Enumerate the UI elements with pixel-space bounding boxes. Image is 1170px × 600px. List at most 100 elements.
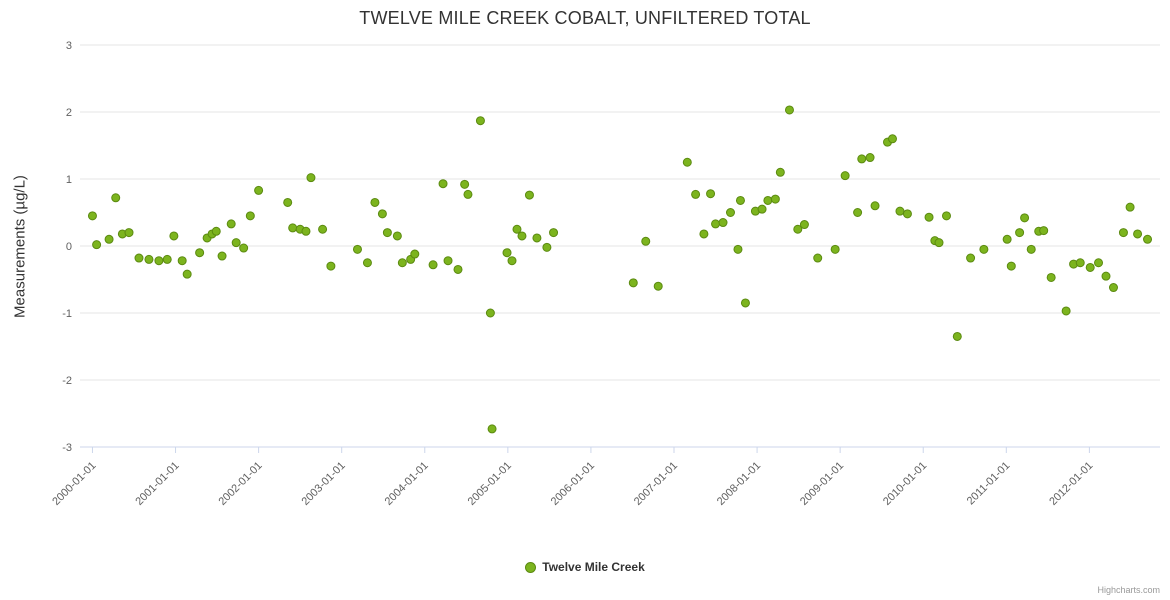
data-point[interactable] [475, 116, 485, 126]
data-point[interactable] [239, 243, 249, 253]
data-point[interactable] [195, 248, 205, 258]
data-point[interactable] [934, 238, 944, 248]
data-point[interactable] [641, 236, 651, 246]
data-point[interactable] [1006, 261, 1016, 271]
data-point[interactable] [87, 211, 97, 221]
data-point[interactable] [542, 242, 552, 252]
data-point[interactable] [428, 260, 438, 270]
data-point[interactable] [217, 251, 227, 261]
data-point[interactable] [895, 206, 905, 216]
data-point[interactable] [463, 189, 473, 199]
data-point[interactable] [1020, 213, 1030, 223]
data-point[interactable] [485, 308, 495, 318]
data-point[interactable] [245, 211, 255, 221]
data-point[interactable] [763, 195, 773, 205]
data-point[interactable] [1118, 228, 1128, 238]
data-point[interactable] [865, 153, 875, 163]
data-point[interactable] [487, 424, 497, 434]
data-point[interactable] [301, 226, 311, 236]
data-point[interactable] [870, 201, 880, 211]
data-point[interactable] [1133, 229, 1143, 239]
data-point[interactable] [124, 228, 134, 238]
data-point[interactable] [283, 197, 293, 207]
data-point[interactable] [941, 211, 951, 221]
data-point[interactable] [1143, 234, 1153, 244]
data-point[interactable] [169, 231, 179, 241]
data-point[interactable] [966, 253, 976, 263]
data-point[interactable] [377, 209, 387, 219]
data-point[interactable] [799, 220, 809, 230]
data-point[interactable] [410, 249, 420, 259]
data-point[interactable] [1061, 306, 1071, 316]
data-point[interactable] [740, 298, 750, 308]
data-point[interactable] [182, 269, 192, 279]
data-point[interactable] [362, 258, 372, 268]
data-point[interactable] [628, 278, 638, 288]
highcharts-credits-link[interactable]: Highcharts.com [1097, 585, 1160, 595]
data-point[interactable] [1002, 234, 1012, 244]
data-point[interactable] [711, 219, 721, 229]
data-point[interactable] [699, 229, 709, 239]
data-point[interactable] [134, 253, 144, 263]
data-point[interactable] [1094, 258, 1104, 268]
data-point[interactable] [162, 254, 172, 264]
data-point[interactable] [1046, 272, 1056, 282]
data-point[interactable] [857, 154, 867, 164]
data-point[interactable] [502, 248, 512, 258]
data-point[interactable] [793, 224, 803, 234]
data-point[interactable] [517, 231, 527, 241]
data-point[interactable] [902, 209, 912, 219]
data-point[interactable] [177, 256, 187, 266]
data-point[interactable] [682, 157, 692, 167]
data-point[interactable] [443, 256, 453, 266]
data-point[interactable] [887, 134, 897, 144]
data-point[interactable] [154, 256, 164, 266]
data-point[interactable] [288, 223, 298, 233]
data-point[interactable] [507, 256, 517, 266]
data-point[interactable] [952, 331, 962, 341]
data-point[interactable] [813, 253, 823, 263]
data-point[interactable] [706, 189, 716, 199]
data-point[interactable] [318, 224, 328, 234]
data-point[interactable] [397, 258, 407, 268]
data-point[interactable] [691, 189, 701, 199]
data-point[interactable] [326, 261, 336, 271]
data-point[interactable] [1026, 244, 1036, 254]
data-point[interactable] [735, 195, 745, 205]
data-point[interactable] [979, 244, 989, 254]
data-point[interactable] [1075, 258, 1085, 268]
data-point[interactable] [382, 228, 392, 238]
data-point[interactable] [226, 219, 236, 229]
data-point[interactable] [757, 204, 767, 214]
data-point[interactable] [524, 190, 534, 200]
data-point[interactable] [370, 197, 380, 207]
data-point[interactable] [104, 234, 114, 244]
data-point[interactable] [460, 179, 470, 189]
data-point[interactable] [830, 244, 840, 254]
data-point[interactable] [775, 167, 785, 177]
legend-item-twelve-mile-creek[interactable]: Twelve Mile Creek [0, 560, 1170, 574]
data-point[interactable] [306, 173, 316, 183]
data-point[interactable] [784, 105, 794, 115]
data-point[interactable] [532, 233, 542, 243]
data-point[interactable] [853, 208, 863, 217]
data-point[interactable] [512, 224, 522, 234]
data-point[interactable] [1015, 228, 1025, 238]
data-point[interactable] [453, 264, 463, 274]
data-point[interactable] [1085, 262, 1095, 272]
data-point[interactable] [840, 171, 850, 181]
data-point[interactable] [254, 185, 264, 195]
data-point[interactable] [1108, 283, 1118, 293]
data-point[interactable] [392, 231, 402, 241]
data-point[interactable] [1101, 271, 1111, 281]
data-point[interactable] [1125, 202, 1135, 212]
data-point[interactable] [231, 238, 241, 248]
data-point[interactable] [733, 244, 743, 254]
data-point[interactable] [653, 281, 663, 291]
data-point[interactable] [718, 218, 728, 228]
data-point[interactable] [211, 226, 221, 236]
data-point[interactable] [770, 194, 780, 204]
data-point[interactable] [725, 208, 735, 217]
data-point[interactable] [352, 244, 362, 254]
data-point[interactable] [92, 240, 102, 250]
